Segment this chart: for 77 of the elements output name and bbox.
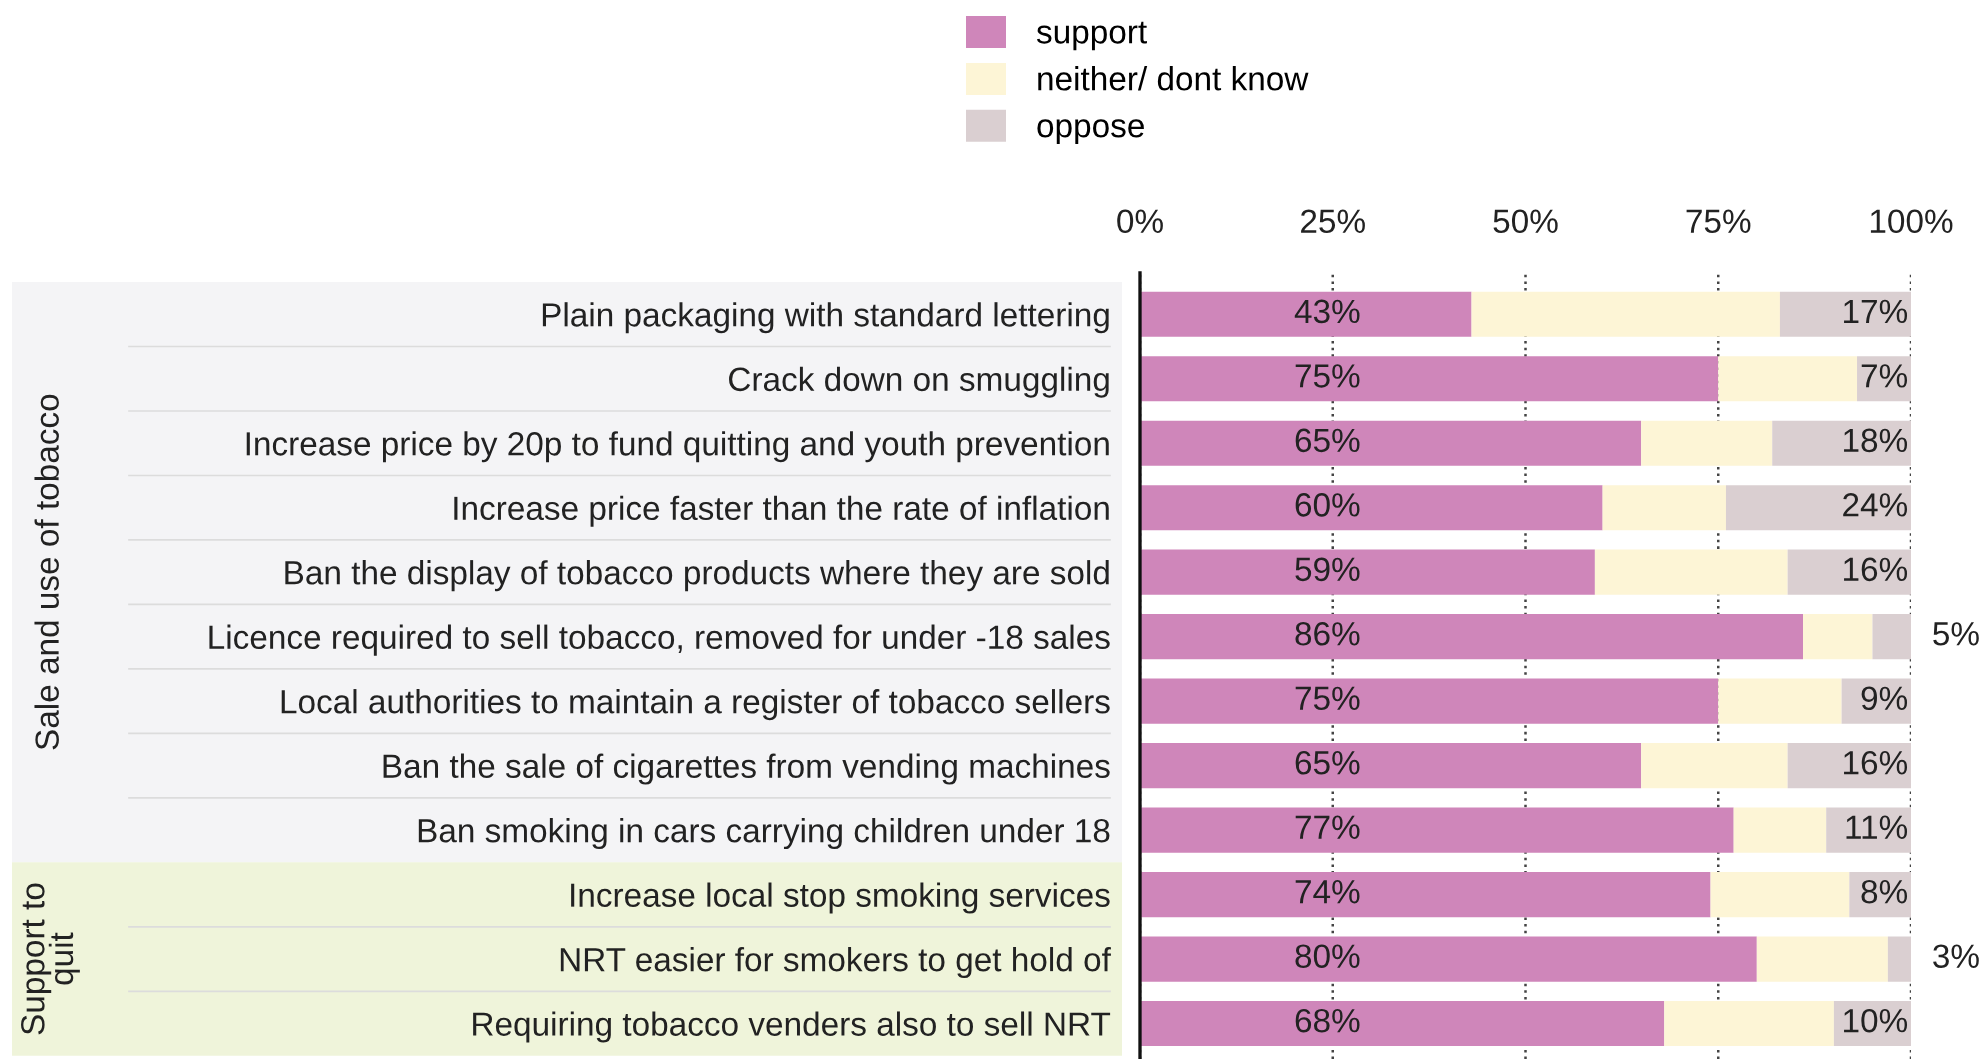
data-label: 24% xyxy=(1843,493,1908,517)
bar xyxy=(1140,485,1603,531)
data-label: 43% xyxy=(1294,299,1360,324)
bar xyxy=(1140,678,1719,724)
y-tick-label: Ban the display of tobacco products where they are sold xyxy=(285,560,1109,592)
data-label: 3% xyxy=(1933,944,1979,969)
data-label: 77% xyxy=(1295,815,1360,839)
bar xyxy=(1140,1000,1665,1047)
data-label: 17% xyxy=(1844,299,1908,324)
bar xyxy=(1140,549,1595,595)
y-tick-label: Licence required to sell tobacco, removed for under -18 sales xyxy=(209,624,1110,656)
legend-label: oppose xyxy=(1037,119,1144,145)
x-tick-label: 25% xyxy=(1301,209,1365,234)
bar xyxy=(1725,485,1911,531)
bar xyxy=(1718,678,1842,724)
data-label: 74% xyxy=(1295,880,1360,904)
data-label: 8% xyxy=(1861,879,1908,904)
bar xyxy=(1140,872,1711,918)
y-tick-label: Plain packaging with standard lettering xyxy=(542,302,1109,334)
bar xyxy=(1787,549,1911,595)
y-tick-label: NRT easier for smokers to get hold of xyxy=(560,946,1111,979)
bar xyxy=(1779,291,1911,337)
data-label: 75% xyxy=(1295,686,1360,711)
data-label: 16% xyxy=(1844,557,1908,582)
legend-label: neither/ dont know xyxy=(1038,66,1309,91)
data-label: 5% xyxy=(1933,622,1979,646)
bar xyxy=(1787,743,1911,789)
y-tick-label: Crack down on smuggling xyxy=(729,366,1109,398)
bar xyxy=(1471,291,1780,337)
bar xyxy=(1602,485,1726,531)
bar xyxy=(1718,356,1858,402)
bar xyxy=(1140,291,1472,337)
data-label: 75% xyxy=(1295,364,1360,388)
data-label: 18% xyxy=(1844,428,1908,453)
bar xyxy=(1710,872,1850,918)
y-tick-label: Increase price by 20p to fund quitting and youth prevention xyxy=(246,431,1109,463)
y-tick-label: Increase price faster than the rate of inflation xyxy=(454,495,1109,527)
x-tick-label: 50% xyxy=(1493,209,1558,234)
bar xyxy=(1594,549,1788,595)
bar xyxy=(1140,614,1804,660)
x-tick-label: 0% xyxy=(1117,209,1163,234)
bar xyxy=(1887,936,1911,982)
data-label: 65% xyxy=(1295,428,1360,453)
y-tick-label: Increase local stop smoking services xyxy=(571,882,1110,914)
data-label: 7% xyxy=(1861,364,1908,388)
bar xyxy=(1140,356,1719,402)
y-tick-label: Local authorities to maintain a register of tobacco sellers xyxy=(281,689,1110,721)
data-label: 80% xyxy=(1295,944,1360,969)
y-tick-label: Ban smoking in cars carrying children under 18 xyxy=(418,818,1110,850)
data-label: 60% xyxy=(1295,493,1360,517)
text: Sale and use of tobacco xyxy=(34,394,59,750)
y-tick-label: Requiring tobacco venders also to sell NRT xyxy=(473,1011,1111,1043)
data-label: 68% xyxy=(1295,1008,1360,1033)
text: Support to quit xyxy=(21,883,80,1035)
data-label: 16% xyxy=(1844,750,1908,775)
bar xyxy=(1756,936,1888,982)
data-label: 11% xyxy=(1846,815,1908,839)
bar xyxy=(1140,807,1734,853)
data-label: 65% xyxy=(1295,750,1360,775)
data-label: 9% xyxy=(1861,686,1908,711)
bar xyxy=(1872,614,1911,660)
bar xyxy=(1140,936,1757,982)
x-tick-label: 75% xyxy=(1686,209,1751,234)
bar xyxy=(1641,420,1773,466)
bar xyxy=(1140,420,1642,466)
data-label: 59% xyxy=(1295,557,1360,582)
bar xyxy=(1733,807,1827,853)
bar xyxy=(1664,1000,1834,1047)
x-tick-label: 100% xyxy=(1870,209,1953,234)
data-label: 86% xyxy=(1295,622,1360,646)
bar xyxy=(1641,743,1788,789)
bar xyxy=(1803,614,1873,660)
y-tick-label: Ban the sale of cigarettes from vending machines xyxy=(383,753,1110,785)
bar xyxy=(1140,743,1642,789)
legend-label: support xyxy=(1036,21,1147,51)
bar xyxy=(1772,420,1911,466)
data-label: 10% xyxy=(1844,1008,1908,1033)
